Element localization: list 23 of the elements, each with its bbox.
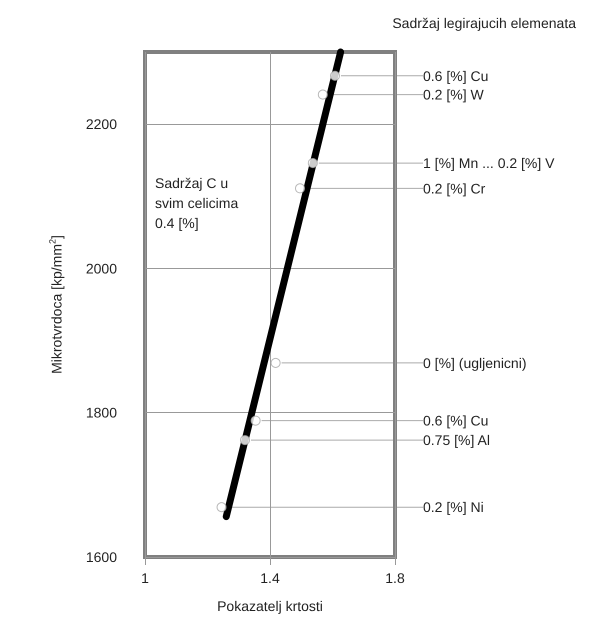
y-tick-label: 2200 [86,116,118,132]
point [308,158,318,168]
annotation: 0.2 [%] Cr [423,180,486,196]
x-tick-label: 1.8 [385,570,405,586]
y-axis-title: Mikrotvrdoca [kp/mm2] [48,235,64,374]
annotation: 0.6 [%] Cu [423,412,488,429]
point [240,435,250,446]
x-tick-label: 1.4 [260,570,280,586]
point [250,416,261,426]
annotation: 0.2 [%] W [423,86,484,103]
annotation: 0 [%] (ugljenicni) [423,354,526,371]
annotation: Sadržaj C u svim celicima 0.4 [%] [155,175,238,231]
annotation: 0.6 [%] Cu [423,68,488,84]
y-tick-label: 1600 [86,549,118,565]
y-tick-label: 2000 [86,260,118,276]
annotation: 0.75 [%] Al [423,432,490,448]
annotation: 0.2 [%] Ni [423,499,484,516]
annotation: 1 [%] Mn ... 0.2 [%] V [423,155,556,172]
x-axis-title: Pokazatelj krtosti [217,598,323,614]
x-tick-label: 1 [141,570,150,586]
point [330,70,340,81]
y-tick-label: 1800 [86,404,118,421]
text: Sadržaj legirajucih elemenata [392,15,576,31]
